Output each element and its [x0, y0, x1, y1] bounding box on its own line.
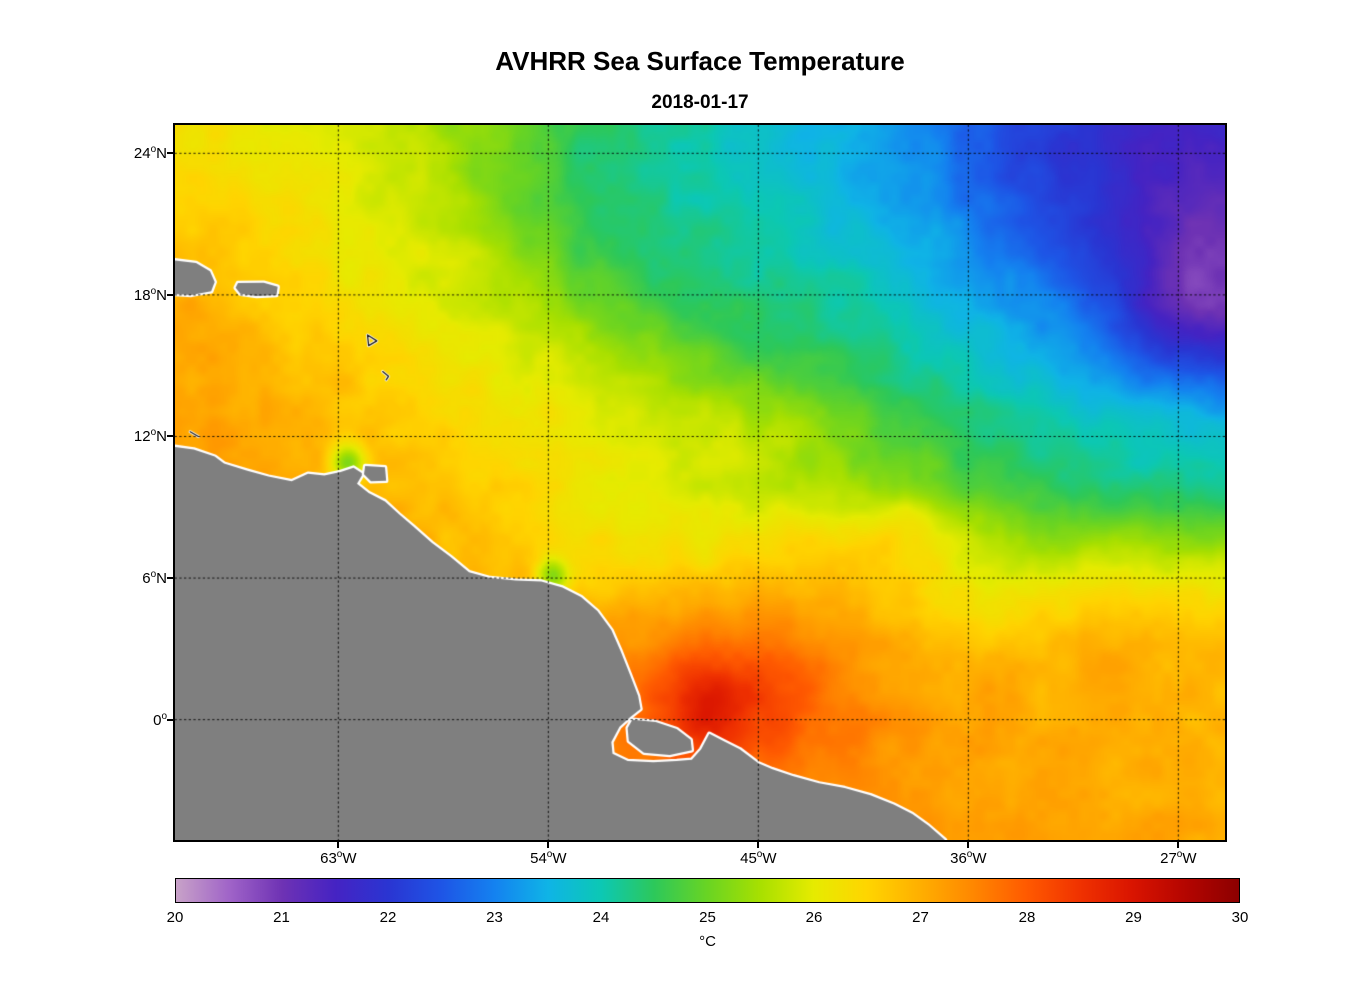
colorbar-tick-label: 20	[166, 909, 184, 926]
x-tick-mark	[757, 842, 760, 848]
x-tick-mark	[547, 842, 550, 848]
y-tick-label: 12oN	[133, 427, 167, 446]
y-tick-mark	[167, 435, 173, 438]
y-tick-mark	[167, 577, 173, 580]
y-tick-label: 6oN	[142, 569, 167, 588]
x-tick-label: 36oW	[950, 849, 987, 867]
y-tick-label: 18oN	[133, 285, 167, 304]
x-tick-mark	[1177, 842, 1180, 848]
colorbar-tick-label: 29	[1125, 909, 1142, 926]
colorbar-tick-label: 28	[1018, 909, 1036, 926]
colorbar-tick-label: 27	[912, 909, 929, 926]
colorbar-tick-label: 30	[1231, 909, 1249, 926]
colorbar-tick-label: 26	[805, 909, 823, 926]
colorbar-tick-label: 21	[273, 909, 290, 926]
colorbar	[175, 878, 1240, 903]
map-plot-area	[173, 123, 1227, 842]
chart-title: AVHRR Sea Surface Temperature	[495, 46, 905, 76]
colorbar-gradient	[176, 879, 1239, 902]
colorbar-tick-label: 23	[486, 909, 503, 926]
colorbar-tick-label: 25	[699, 909, 716, 926]
y-tick-label: 24oN	[133, 144, 167, 163]
y-tick-mark	[167, 718, 173, 721]
y-tick-mark	[167, 293, 173, 296]
x-tick-label: 27oW	[1160, 849, 1197, 867]
colorbar-unit-label: °C	[699, 933, 716, 950]
x-tick-label: 45oW	[740, 849, 777, 867]
chart-date-subtitle: 2018-01-17	[651, 92, 749, 113]
x-tick-mark	[967, 842, 970, 848]
x-tick-label: 54oW	[530, 849, 567, 867]
colorbar-tick-label: 22	[379, 909, 397, 926]
x-tick-mark	[337, 842, 340, 848]
y-tick-mark	[167, 152, 173, 155]
colorbar-tick-label: 24	[592, 909, 610, 926]
y-tick-label: 0o	[153, 710, 167, 729]
x-tick-label: 63oW	[320, 849, 357, 867]
sst-map-canvas	[175, 125, 1225, 840]
